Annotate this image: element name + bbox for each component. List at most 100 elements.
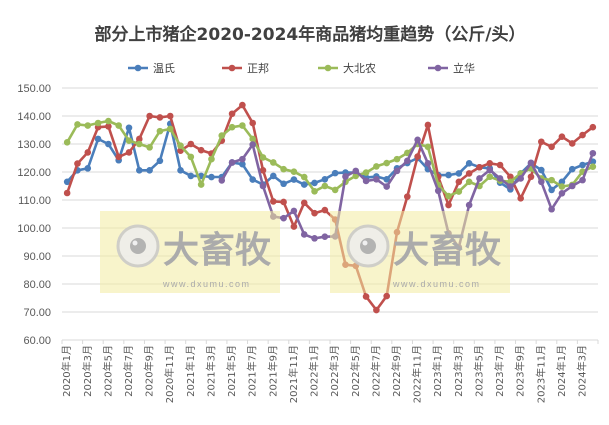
data-point — [558, 189, 566, 197]
data-point — [136, 135, 143, 143]
data-point — [177, 142, 184, 149]
x-tick-label: 2022年5月 — [349, 345, 362, 397]
data-point — [146, 167, 153, 174]
data-point — [465, 201, 473, 209]
legend-marker — [134, 64, 142, 72]
x-tick-label: 2020年9月 — [143, 345, 156, 397]
legend-marker — [324, 64, 332, 72]
data-point — [136, 167, 143, 174]
data-point — [404, 193, 411, 200]
data-point — [486, 166, 494, 174]
data-point — [105, 117, 112, 125]
legend-marker — [434, 64, 442, 72]
data-point — [156, 114, 164, 121]
data-point — [125, 124, 133, 132]
x-tick-label: 2021年3月 — [204, 345, 217, 397]
data-point — [445, 201, 452, 209]
data-point — [548, 143, 555, 151]
watermark-brand: 大畜牧 — [163, 230, 272, 271]
x-tick-label: 2020年11月 — [163, 345, 176, 403]
data-point — [465, 170, 473, 177]
data-point — [290, 223, 298, 230]
data-point — [300, 231, 308, 238]
data-point — [383, 292, 390, 300]
y-tick-label: 110.00 — [18, 195, 51, 207]
x-tick-label: 2021年11月 — [287, 345, 300, 403]
data-point — [558, 183, 566, 190]
data-point — [496, 161, 504, 169]
data-point — [465, 178, 473, 186]
data-point — [270, 198, 277, 205]
data-point — [321, 233, 329, 240]
y-tick-label: 100.00 — [17, 223, 51, 235]
y-tick-label: 60.00 — [23, 335, 51, 347]
data-point — [249, 141, 256, 148]
data-point — [115, 122, 122, 129]
watermark: 大畜牧 www.dxumu.com — [330, 211, 510, 293]
data-point — [589, 123, 597, 131]
data-point — [476, 163, 483, 171]
data-point — [280, 180, 287, 188]
y-tick-label: 80.00 — [23, 279, 51, 291]
x-tick-label: 2020年1月 — [60, 345, 73, 397]
data-point — [311, 209, 318, 217]
data-point — [414, 136, 421, 144]
series-3 — [218, 136, 597, 251]
data-point — [208, 173, 215, 181]
data-point — [331, 186, 339, 194]
data-point — [362, 169, 370, 176]
data-point — [424, 160, 432, 167]
data-point — [270, 159, 277, 166]
data-point — [290, 168, 298, 176]
x-tick-label: 2024年3月 — [576, 345, 589, 397]
data-point — [166, 112, 174, 120]
data-point — [249, 119, 256, 127]
x-tick-label: 2020年7月 — [122, 345, 135, 397]
chart-title: 部分上市猪企2020-2024年商品猪均重趋势（公斤/头） — [95, 24, 526, 45]
data-point — [548, 176, 555, 184]
data-point — [218, 177, 226, 184]
data-point — [280, 198, 287, 206]
data-point — [455, 178, 463, 186]
x-tick-label: 2022年1月 — [308, 345, 321, 397]
data-point — [424, 121, 432, 129]
x-tick-label: 2022年3月 — [328, 345, 341, 397]
legend-item: 温氏 — [128, 62, 175, 75]
legend-marker — [228, 64, 236, 72]
data-point — [177, 167, 184, 174]
x-axis-labels: 2020年1月 2020年3月 2020年5月 2020年7月 2020年9月 2020年… — [60, 345, 588, 403]
data-point — [249, 176, 256, 183]
data-point — [84, 122, 92, 129]
legend-label: 立华 — [453, 61, 475, 75]
data-point — [579, 161, 586, 169]
data-point — [239, 155, 246, 163]
data-point — [383, 175, 390, 183]
data-point — [125, 137, 133, 144]
data-point — [280, 165, 287, 173]
data-point — [311, 179, 318, 187]
data-point — [300, 199, 308, 207]
x-tick-label: 2023年9月 — [514, 345, 527, 397]
data-point — [280, 214, 287, 222]
watermark-site: www.dxumu.com — [162, 279, 251, 289]
data-point — [321, 182, 329, 190]
x-tick-label: 2022年7月 — [369, 345, 382, 397]
data-point — [94, 119, 102, 127]
data-point — [239, 160, 246, 168]
data-point — [579, 176, 586, 184]
data-point — [538, 138, 545, 146]
x-tick-label: 2021年9月 — [266, 345, 279, 397]
data-point — [507, 183, 514, 190]
data-point — [218, 132, 226, 139]
x-tick-label: 2023年3月 — [452, 345, 465, 397]
data-point — [383, 159, 390, 167]
watermark-logo-glint-icon — [362, 240, 368, 246]
data-point — [527, 173, 535, 181]
data-point — [166, 125, 174, 133]
data-point — [404, 157, 411, 165]
x-tick-label: 2020年3月 — [81, 345, 94, 397]
data-point — [94, 135, 102, 143]
series-line — [66, 122, 594, 192]
legend-label: 正邦 — [247, 62, 269, 75]
